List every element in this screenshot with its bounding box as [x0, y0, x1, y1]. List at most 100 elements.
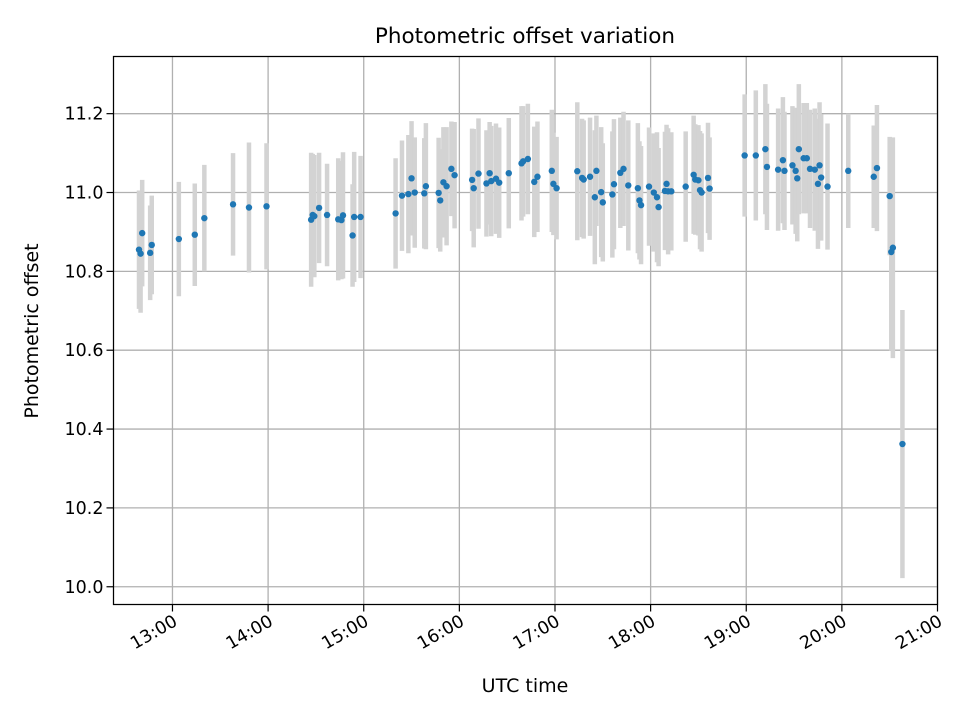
data-point [483, 180, 490, 187]
data-point [752, 152, 760, 159]
data-point [422, 183, 430, 190]
data-point [779, 156, 787, 164]
data-point [609, 191, 616, 198]
data-point [663, 180, 670, 188]
data-point [668, 188, 675, 195]
y-tick-label: 10.4 [65, 420, 104, 440]
data-point [411, 189, 418, 196]
y-tick-label: 10.8 [65, 262, 104, 282]
data-point [781, 167, 788, 175]
data-point [311, 212, 318, 220]
data-point [816, 162, 823, 169]
data-point [704, 174, 712, 182]
data-point [323, 211, 331, 219]
y-axis-label: Photometric offset [21, 243, 43, 418]
data-point [817, 174, 825, 181]
data-point [137, 250, 144, 257]
x-tick-label: 16:00 [414, 612, 468, 655]
data-point [405, 190, 412, 198]
y-tick-label: 10.6 [65, 341, 104, 361]
data-point [448, 165, 455, 173]
data-point [519, 158, 527, 165]
data-point [496, 179, 503, 186]
data-point [591, 194, 599, 201]
data-point [845, 167, 852, 175]
data-point [263, 203, 270, 210]
data-point [191, 231, 198, 238]
data-point [620, 165, 627, 173]
data-point [468, 176, 476, 184]
data-point [421, 190, 428, 197]
x-axis: 13:00 14:00 15:00 16:00 17:00 18:00 19:00 20:00… [127, 604, 946, 655]
data-point [599, 199, 606, 206]
data-point [349, 232, 356, 239]
x-tick-label: 19:00 [701, 612, 755, 655]
data-point [698, 189, 705, 196]
data-point [695, 177, 702, 184]
data-point [350, 213, 358, 221]
data-point [792, 167, 799, 175]
data-point [315, 204, 323, 212]
data-point [795, 145, 803, 153]
data-point [811, 166, 818, 173]
data-point [870, 173, 877, 180]
data-point [146, 249, 154, 257]
data-point [392, 210, 399, 217]
plot-frame [112, 55, 939, 606]
y-tick-label: 10.2 [65, 499, 104, 519]
x-tick-label: 20:00 [797, 612, 851, 655]
x-tick-label: 13:00 [127, 612, 181, 655]
data-point [245, 204, 253, 211]
data-point [148, 241, 155, 249]
data-point [645, 183, 653, 190]
data-points [135, 145, 906, 448]
data-point [437, 197, 444, 204]
data-point [803, 155, 811, 162]
x-tick-label: 21:00 [892, 612, 946, 655]
y-tick-label: 11.2 [65, 105, 104, 125]
data-point [443, 183, 450, 190]
data-point [634, 184, 642, 192]
data-point [408, 175, 415, 182]
data-point [586, 173, 594, 180]
data-point [138, 229, 146, 237]
x-axis-label: UTC time [482, 675, 569, 697]
data-point [553, 184, 560, 192]
data-point [574, 168, 581, 175]
data-point [339, 212, 347, 219]
data-point [470, 184, 477, 192]
data-point [889, 244, 897, 251]
x-tick-label: 18:00 [605, 612, 659, 655]
data-point [534, 173, 541, 180]
x-tick-label: 14:00 [223, 612, 277, 655]
data-point [774, 166, 782, 173]
data-point [682, 183, 689, 190]
data-point [886, 192, 893, 200]
data-point [706, 185, 713, 192]
data-point [598, 188, 605, 196]
data-point [899, 440, 906, 448]
data-point [824, 183, 831, 190]
y-tick-label: 11.0 [65, 184, 104, 204]
data-point [593, 167, 600, 175]
data-point [794, 175, 801, 182]
data-point [653, 194, 661, 201]
x-tick-label: 17:00 [510, 612, 564, 655]
data-point [637, 201, 645, 209]
data-point [229, 201, 237, 208]
data-point [201, 214, 208, 222]
data-point [524, 155, 532, 163]
data-point [486, 169, 493, 177]
data-point [650, 189, 658, 196]
data-point [451, 171, 458, 179]
data-point [741, 152, 748, 159]
data-point [814, 180, 822, 188]
data-point [505, 169, 512, 177]
data-point [789, 162, 796, 169]
data-point [762, 145, 769, 153]
data-point [435, 189, 442, 197]
x-tick-label: 15:00 [319, 612, 373, 655]
chart-title: Photometric offset variation [375, 24, 675, 49]
data-point [625, 182, 632, 189]
